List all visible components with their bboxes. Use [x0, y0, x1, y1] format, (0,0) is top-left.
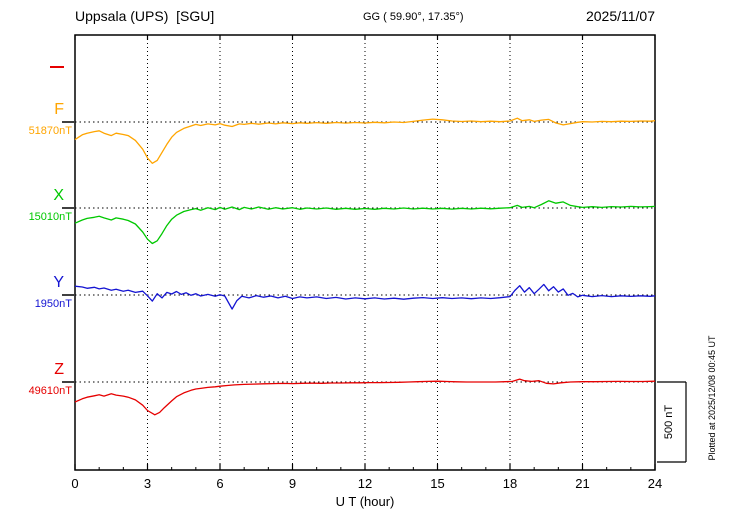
x-tick-label: 12 [358, 476, 372, 491]
series-baseline-value-X: 15010nT [28, 211, 72, 223]
x-tick-label: 6 [216, 476, 223, 491]
geo-coordinates: GG ( 59.90°, 17.35°) [363, 11, 464, 23]
x-tick-label: 0 [71, 476, 78, 491]
x-tick-label: 21 [575, 476, 589, 491]
trace-Y [74, 283, 656, 310]
series-label-X: X [53, 187, 64, 204]
x-tick-label: 24 [648, 476, 662, 491]
series-baseline-value-F: 51870nT [28, 125, 72, 137]
x-tick-label: 3 [144, 476, 151, 491]
plot-timestamp-note: Plotted at 2025/12/08 00:45 UT [707, 335, 717, 461]
trace-F [74, 117, 656, 164]
plot-border [74, 34, 656, 471]
series-label-Y: Y [53, 274, 64, 291]
trace-Z [74, 378, 656, 416]
series-label-F: F [54, 101, 64, 118]
plot-date: 2025/11/07 [585, 8, 655, 24]
x-tick-label: 18 [503, 476, 517, 491]
series-baseline-value-Z: 49610nT [28, 385, 72, 397]
x-tick-label: 15 [430, 476, 444, 491]
scale-bar-label: 500 nT [663, 404, 675, 440]
series-baseline-value-Y: 1950nT [34, 298, 72, 310]
trace-X [74, 200, 656, 245]
station-title: Uppsala (UPS) [SGU] [75, 8, 215, 24]
x-axis-title: U T (hour) [335, 494, 395, 509]
x-tick-label: 9 [289, 476, 296, 491]
series-label-Z: Z [54, 361, 64, 378]
